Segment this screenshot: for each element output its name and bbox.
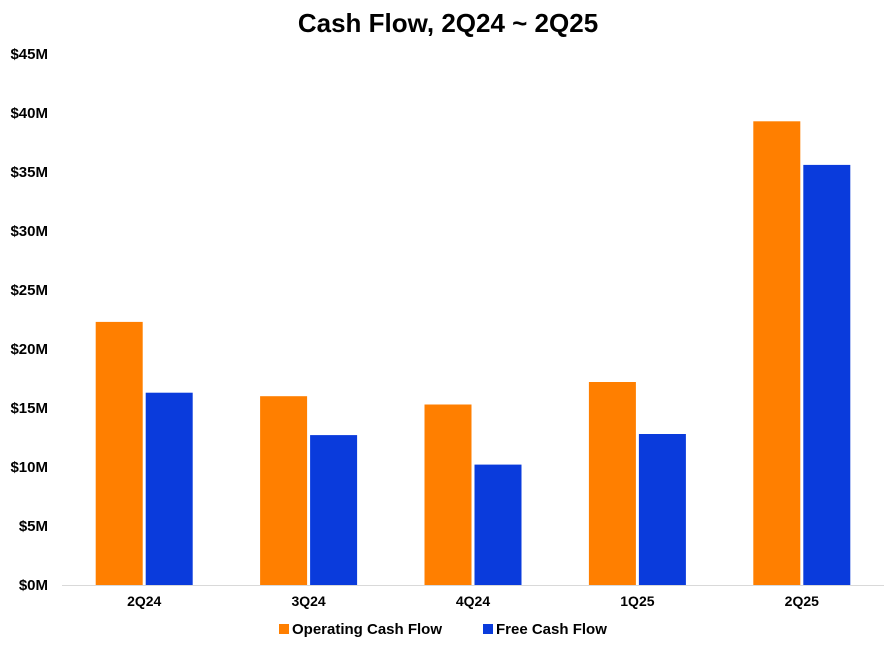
legend-swatch-free [483,624,493,634]
operating-cash-flow-bar-2q25 [753,121,801,586]
y-tick-label: $15M [10,400,48,417]
bars [95,121,851,586]
x-tick-label: 4Q24 [456,593,490,609]
legend-label-free: Free Cash Flow [496,621,607,638]
x-tick-label: 3Q24 [291,593,325,609]
y-tick-label: $25M [10,282,48,299]
x-tick-label: 1Q25 [620,593,654,609]
operating-cash-flow-bar-3q24 [260,396,308,585]
free-cash-flow-bar-2q24 [145,392,193,585]
free-cash-flow-bar-3q24 [310,435,358,585]
y-tick-label: $35M [10,164,48,181]
y-tick-label: $5M [19,518,48,535]
free-cash-flow-bar-4q24 [474,464,522,585]
x-tick-label: 2Q25 [785,593,819,609]
y-tick-label: $40M [10,105,48,122]
y-tick-label: $0M [19,577,48,594]
x-tick-label: 2Q24 [127,593,161,609]
legend-label-operating: Operating Cash Flow [292,621,442,638]
y-tick-label: $30M [10,223,48,240]
legend: Operating Cash Flow Free Cash Flow [279,621,607,638]
operating-cash-flow-bar-4q24 [424,404,472,585]
operating-cash-flow-bar-1q25 [588,382,636,585]
y-tick-label: $20M [10,341,48,358]
y-tick-label: $10M [10,459,48,476]
operating-cash-flow-bar-2q24 [95,321,143,585]
y-axis: $0M $5M $10M $15M $20M $25M $30M $35M $40M $45M [10,46,48,594]
y-tick-label: $45M [10,46,48,63]
x-axis: 2Q24 3Q24 4Q24 1Q25 2Q25 [127,593,819,609]
legend-swatch-operating [279,624,289,634]
free-cash-flow-bar-2q25 [803,164,851,585]
free-cash-flow-bar-1q25 [638,434,686,585]
chart-title: Cash Flow, 2Q24 ~ 2Q25 [298,8,598,38]
